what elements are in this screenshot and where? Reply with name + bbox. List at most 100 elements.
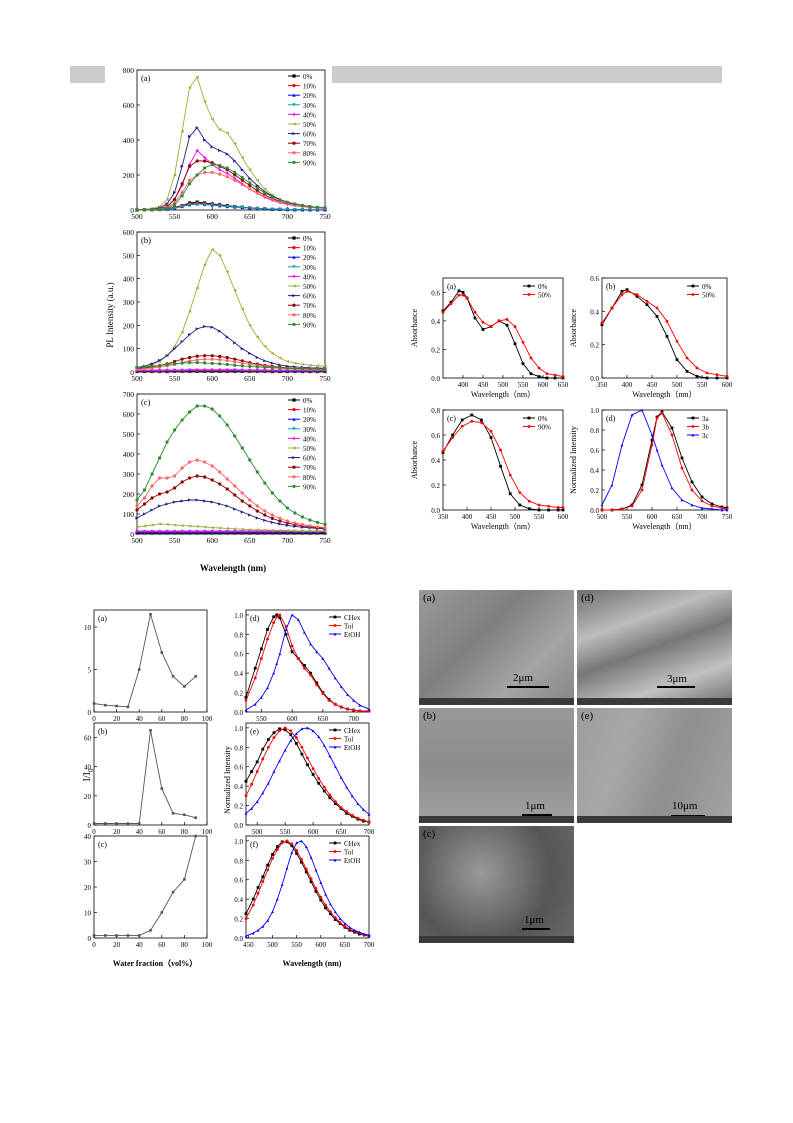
- data-point: [255, 183, 259, 188]
- data-point: [292, 322, 296, 326]
- chart-panel: 500 550 600 650 700 0.0 0.2 0.4 0.6 0.8 1.0 (e) CHex…: [234, 722, 375, 836]
- data-point: [104, 703, 107, 707]
- data-point: [352, 698, 356, 702]
- y-tick-label: 100: [123, 345, 135, 354]
- panel-label: (a): [447, 282, 456, 291]
- data-point: [300, 529, 305, 533]
- x-tick-label: 550: [280, 828, 291, 836]
- y-tick-label: 0.8: [234, 631, 243, 639]
- legend-label: 90%: [538, 424, 551, 432]
- data-point: [210, 357, 214, 361]
- data-point: [218, 362, 222, 366]
- y-tick-label: 0: [88, 935, 92, 943]
- data-point: [284, 632, 288, 636]
- solvent-ylabel: Normalized Intensity: [223, 746, 232, 814]
- data-point: [441, 310, 445, 314]
- scale-label: 1μm: [525, 800, 545, 812]
- data-point: [527, 416, 531, 420]
- data-point: [470, 419, 474, 423]
- data-point: [188, 203, 192, 207]
- data-point: [218, 358, 222, 362]
- x-tick-label: 600: [316, 941, 327, 949]
- legend-label: EtOH: [344, 857, 360, 865]
- data-point: [700, 495, 704, 499]
- data-point: [278, 616, 282, 620]
- chart-panel: 450 500 550 600 650 700 0.0 0.2 0.4 0.6 0.8 1.0 (f) C…: [234, 835, 375, 949]
- data-point: [218, 329, 222, 333]
- legend-label: CHex: [344, 614, 361, 622]
- data-point: [150, 508, 154, 512]
- legend-label: 70%: [303, 302, 316, 310]
- x-tick-label: 650: [318, 715, 329, 723]
- y-tick-label: 200: [123, 321, 135, 330]
- data-point: [210, 529, 214, 533]
- data-point: [480, 421, 483, 424]
- data-point: [188, 309, 192, 313]
- data-point: [285, 839, 289, 843]
- data-point: [304, 845, 308, 849]
- data-point: [278, 198, 282, 202]
- data-point: [292, 265, 296, 269]
- data-point: [357, 930, 361, 934]
- y-axis-label: Normalized Intensity: [569, 426, 578, 494]
- data-point: [725, 508, 729, 512]
- data-point: [278, 522, 282, 526]
- data-point: [203, 170, 207, 174]
- data-point: [309, 877, 313, 881]
- data-point: [280, 883, 284, 886]
- legend-label: 3b: [702, 424, 710, 432]
- data-point: [244, 794, 248, 798]
- data-point: [328, 754, 332, 758]
- data-point: [290, 851, 294, 854]
- y-tick-label: 0.2: [431, 346, 440, 354]
- data-point: [324, 906, 327, 910]
- panel-label: (b): [141, 235, 151, 245]
- data-point: [315, 650, 319, 654]
- data-point: [253, 666, 257, 670]
- data-point: [180, 129, 184, 133]
- plot-frame: [136, 231, 326, 373]
- data-point: [248, 513, 252, 517]
- x-tick-label: 650: [336, 828, 347, 836]
- data-point: [275, 845, 279, 849]
- data-point: [322, 743, 326, 747]
- chart-panel: 0 20 40 60 80 100 0 5 10 (a): [84, 609, 213, 723]
- sem-footer: [419, 816, 574, 823]
- data-point: [655, 314, 659, 318]
- data-point: [278, 727, 281, 731]
- data-point: [150, 368, 154, 372]
- y-axis-label: Absorbance: [569, 308, 578, 347]
- data-point: [104, 822, 107, 825]
- data-point: [561, 375, 565, 378]
- data-point: [289, 733, 293, 737]
- data-point: [315, 367, 320, 371]
- data-point: [610, 306, 614, 310]
- legend-label: Tol: [344, 736, 353, 744]
- panel-label: (a): [141, 73, 151, 83]
- y-tick-label: 5: [88, 667, 92, 675]
- series-line: [94, 730, 196, 824]
- y-tick-label: 0: [130, 368, 134, 377]
- ratio-ylabel: I/I0: [82, 768, 95, 781]
- y-tick-label: 1.0: [234, 612, 243, 620]
- data-point: [333, 858, 337, 862]
- data-point: [645, 303, 649, 307]
- series-line: [136, 164, 326, 211]
- data-point: [311, 773, 315, 776]
- data-point: [537, 503, 541, 507]
- data-point: [203, 354, 207, 358]
- plot-frame: [93, 722, 208, 826]
- data-point: [180, 182, 184, 186]
- x-axis-label: Wavelength（nm）: [632, 522, 696, 530]
- data-point: [195, 368, 199, 372]
- data-point: [675, 358, 679, 362]
- data-point: [270, 528, 274, 532]
- x-tick-label: 700: [282, 212, 294, 221]
- x-tick-label: 600: [207, 374, 219, 383]
- data-point: [508, 492, 512, 496]
- data-point: [248, 504, 252, 508]
- data-point: [157, 522, 162, 526]
- data-point: [333, 676, 337, 680]
- data-point: [188, 498, 192, 502]
- x-tick-label: 750: [319, 212, 331, 221]
